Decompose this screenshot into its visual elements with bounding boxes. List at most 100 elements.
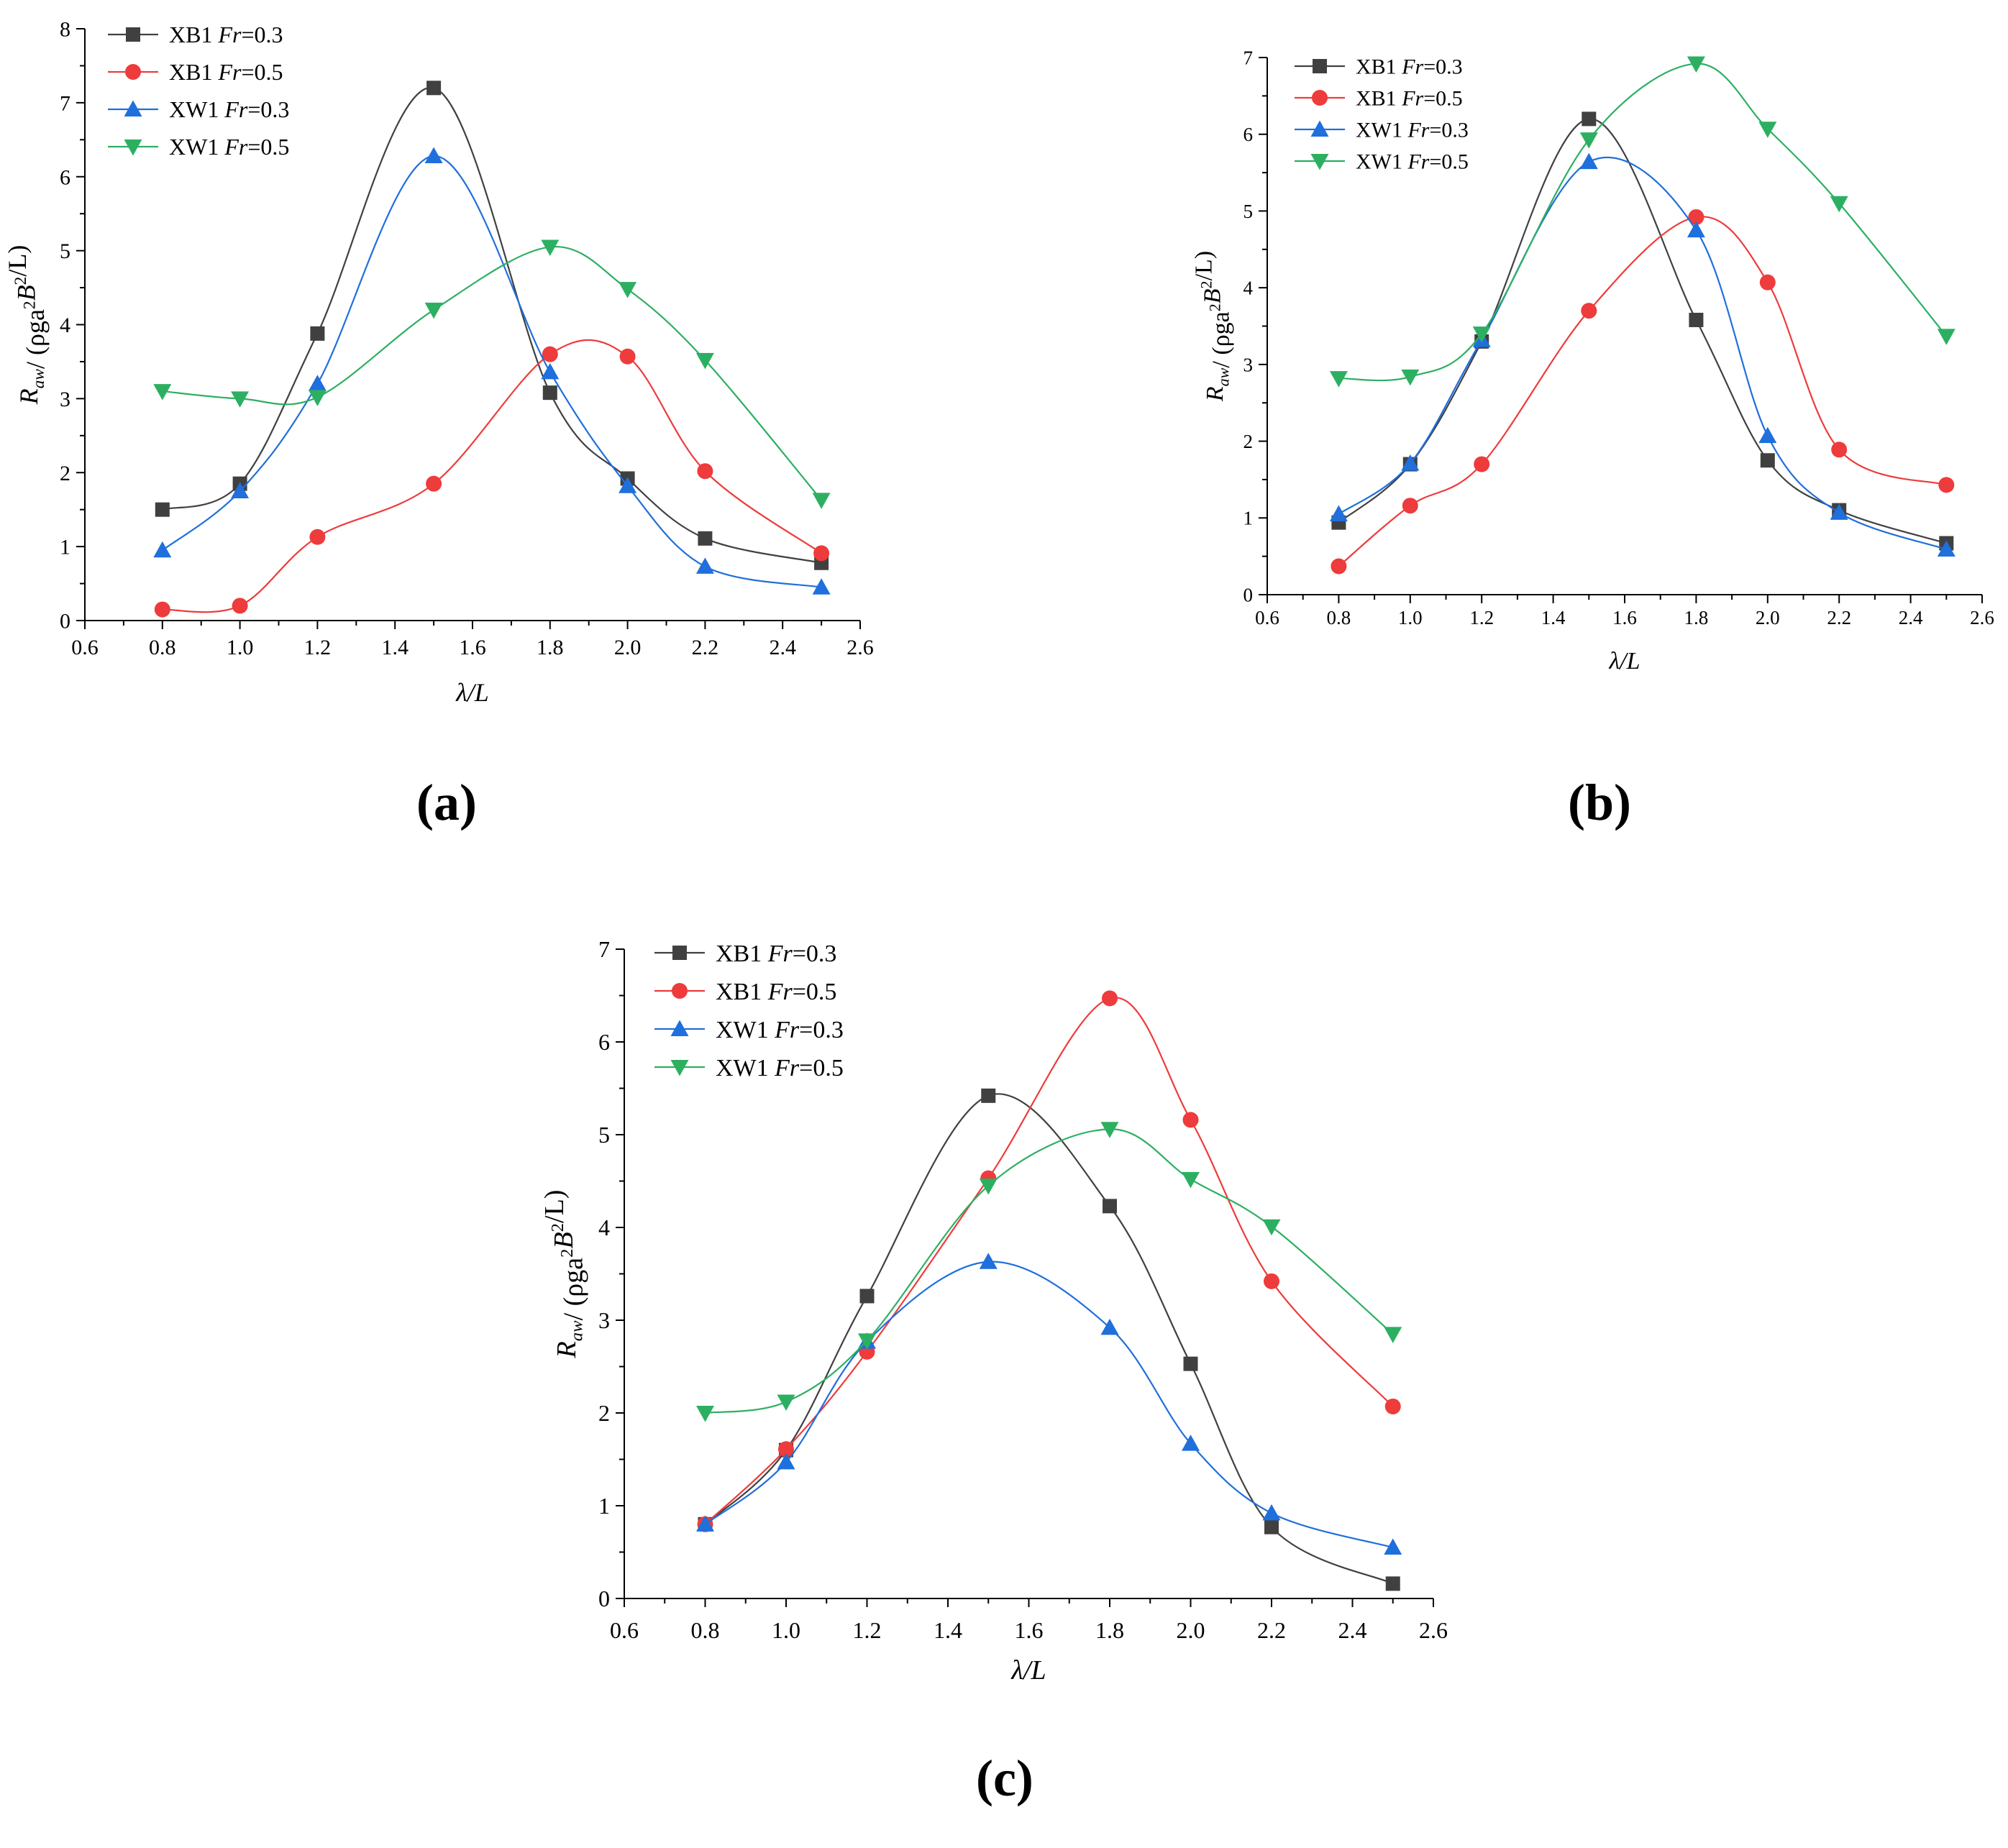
y-tick-label: 0 bbox=[598, 1586, 610, 1611]
x-tick-label: 1.2 bbox=[304, 636, 332, 659]
series-line-2 bbox=[704, 997, 1394, 1525]
data-point-series-3 bbox=[1579, 152, 1598, 170]
x-tick-label: 0.6 bbox=[610, 1617, 639, 1643]
x-tick-label: 1.4 bbox=[1541, 607, 1566, 628]
data-point-series-2 bbox=[232, 598, 248, 614]
y-tick-label: 6 bbox=[60, 165, 70, 189]
legend-label-2: XB1 Fr=0.5 bbox=[1356, 87, 1463, 111]
data-point-series-1 bbox=[155, 502, 170, 517]
data-point-series-4 bbox=[1182, 1171, 1200, 1189]
x-tick-label: 2.0 bbox=[614, 636, 642, 659]
series-line-2 bbox=[1338, 216, 1947, 567]
series-line-1 bbox=[1338, 118, 1947, 544]
legend-label-4: XW1 Fr=0.5 bbox=[1356, 150, 1469, 174]
legend-marker-1 bbox=[126, 27, 140, 42]
legend-label-2: XB1 Fr=0.5 bbox=[716, 979, 836, 1005]
data-point-series-2 bbox=[1384, 1398, 1401, 1414]
y-tick-label: 2 bbox=[1243, 431, 1254, 452]
data-point-series-1 bbox=[310, 326, 325, 341]
data-point-series-4 bbox=[308, 390, 327, 406]
panel-label-a: (a) bbox=[416, 774, 477, 831]
data-point-series-3 bbox=[1401, 454, 1420, 471]
data-point-series-4 bbox=[541, 239, 560, 256]
data-point-series-3 bbox=[1262, 1504, 1281, 1521]
legend-label-4: XW1 Fr=0.5 bbox=[169, 134, 289, 160]
legend-label-1: XB1 Fr=0.3 bbox=[716, 941, 836, 967]
data-point-series-2 bbox=[309, 529, 326, 545]
data-point-series-3 bbox=[1937, 540, 1955, 557]
x-tick-label: 1.8 bbox=[537, 636, 564, 659]
x-tick-label: 1.8 bbox=[1684, 607, 1709, 628]
y-tick-label: 7 bbox=[60, 91, 70, 115]
data-point-series-1 bbox=[1689, 312, 1704, 327]
data-point-series-3 bbox=[777, 1453, 795, 1470]
y-tick-label: 3 bbox=[1243, 354, 1254, 375]
y-tick-label: 1 bbox=[60, 536, 70, 559]
chart-panel-1: 0.6 0.8 1.0 1.2 1.4 1.6 1.8 2.0 2.2 2.4 2.6 0 1 2 3 4 5 6… bbox=[3, 18, 874, 708]
x-axis-label: λ/L bbox=[455, 678, 489, 707]
data-point-series-1 bbox=[1582, 111, 1597, 127]
legend-label-3: XW1 Fr=0.3 bbox=[1356, 119, 1469, 142]
x-tick-label: 0.6 bbox=[71, 636, 99, 659]
legend-label-1: XB1 Fr=0.3 bbox=[169, 22, 283, 47]
x-tick-label: 1.8 bbox=[1095, 1617, 1124, 1643]
data-point-series-2 bbox=[1938, 477, 1955, 493]
legend-marker-4 bbox=[1310, 154, 1329, 170]
legend-label-1: XB1 Fr=0.3 bbox=[1356, 55, 1463, 79]
y-tick-label: 6 bbox=[598, 1029, 610, 1055]
x-tick-label: 1.0 bbox=[1398, 607, 1423, 628]
y-axis-label: Raw/ (ρga2B2/L) bbox=[539, 1190, 589, 1359]
data-point-series-2 bbox=[1182, 1112, 1199, 1128]
data-point-series-2 bbox=[813, 545, 830, 562]
legend-label-3: XW1 Fr=0.3 bbox=[716, 1017, 844, 1043]
y-axis-label: Raw/ (ρga2B2/L) bbox=[1191, 251, 1235, 402]
y-tick-label: 5 bbox=[598, 1122, 610, 1148]
series-line-1 bbox=[162, 87, 822, 564]
series-line-1 bbox=[704, 1093, 1394, 1585]
data-point-series-1 bbox=[426, 81, 442, 96]
data-point-series-4 bbox=[619, 282, 637, 298]
data-point-series-1 bbox=[981, 1088, 996, 1103]
x-tick-label: 1.6 bbox=[1015, 1617, 1044, 1643]
legend-label-2: XB1 Fr=0.5 bbox=[169, 59, 283, 85]
y-tick-label: 7 bbox=[1243, 47, 1254, 68]
data-point-series-2 bbox=[697, 463, 713, 480]
data-point-series-3 bbox=[1758, 426, 1777, 444]
legend-marker-3 bbox=[124, 100, 142, 116]
series-line-4 bbox=[705, 1128, 1394, 1414]
legend-marker-3 bbox=[1310, 120, 1329, 137]
legend-marker-2 bbox=[1312, 90, 1328, 106]
series-line-4 bbox=[1338, 63, 1948, 382]
data-point-series-4 bbox=[1262, 1219, 1281, 1236]
data-point-series-3 bbox=[541, 362, 560, 380]
data-point-series-3 bbox=[695, 557, 714, 574]
data-point-series-3 bbox=[424, 147, 443, 163]
y-tick-label: 5 bbox=[1243, 201, 1254, 222]
data-point-series-2 bbox=[1831, 442, 1848, 458]
x-tick-label: 2.2 bbox=[692, 636, 719, 659]
data-point-series-4 bbox=[1100, 1122, 1119, 1138]
data-point-series-1 bbox=[1183, 1356, 1198, 1371]
legend-marker-3 bbox=[670, 1020, 689, 1036]
legend-marker-1 bbox=[672, 946, 687, 960]
x-tick-label: 0.8 bbox=[149, 636, 176, 659]
y-tick-label: 3 bbox=[60, 388, 70, 411]
x-tick-label: 1.6 bbox=[459, 636, 486, 659]
y-tick-label: 4 bbox=[598, 1215, 610, 1240]
data-point-series-3 bbox=[153, 541, 172, 558]
x-tick-label: 1.0 bbox=[772, 1617, 800, 1643]
x-tick-label: 1.4 bbox=[934, 1617, 962, 1643]
x-axis-label: λ/L bbox=[1010, 1655, 1046, 1685]
data-point-series-2 bbox=[1759, 274, 1776, 291]
series-line-3 bbox=[704, 1261, 1394, 1549]
data-point-series-4 bbox=[1830, 196, 1848, 213]
y-tick-label: 0 bbox=[1243, 584, 1254, 605]
data-point-series-4 bbox=[696, 1406, 714, 1422]
data-point-series-4 bbox=[153, 384, 172, 401]
y-tick-label: 4 bbox=[1243, 278, 1254, 299]
panel-label-c: (c) bbox=[976, 1749, 1033, 1807]
data-point-series-2 bbox=[1688, 209, 1704, 225]
data-point-series-2 bbox=[778, 1441, 794, 1458]
data-point-series-2 bbox=[619, 348, 636, 365]
x-tick-label: 0.8 bbox=[691, 1617, 720, 1643]
